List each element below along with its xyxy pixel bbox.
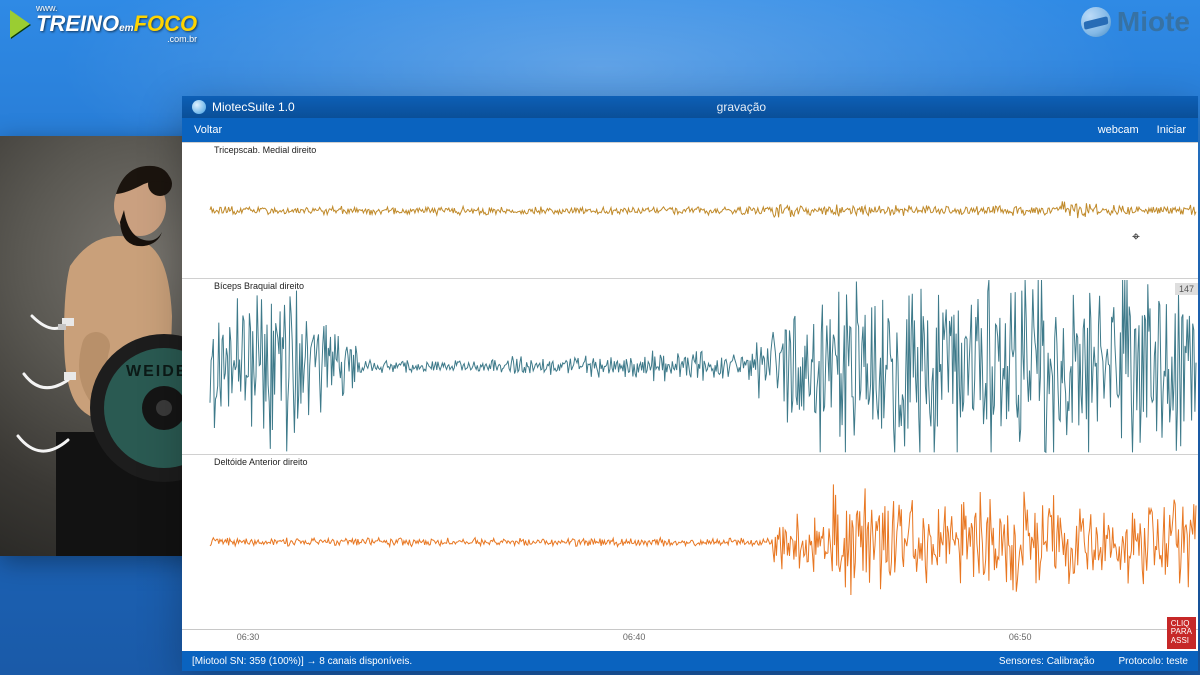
channel-label: Bíceps Braquial direito xyxy=(212,281,306,291)
waveform-icon xyxy=(182,279,1198,453)
red-watermark: CLIQ PARA ASSI xyxy=(1167,617,1196,649)
app-title: MiotecSuite 1.0 xyxy=(212,100,295,114)
status-bar: [Miotool SN: 359 (100%)] → 8 canais disp… xyxy=(182,651,1198,671)
signal-panel: Tricepscab. Medial direito xyxy=(182,142,1198,278)
logo-domain: .com.br xyxy=(36,37,197,42)
time-axis: 06:30 06:40 06:50 xyxy=(182,629,1198,651)
time-tick: 06:30 xyxy=(237,632,260,642)
status-device: [Miotool SN: 359 (100%)] → 8 canais disp… xyxy=(192,656,412,667)
brand-logo-left: www. TREINOemFOCO .com.br xyxy=(10,6,197,43)
app-subtitle: gravação xyxy=(717,100,766,114)
chevron-icon xyxy=(10,10,30,38)
signal-panel: Bíceps Braquial direito 147 xyxy=(182,278,1198,453)
logo-brand-b: FOCO xyxy=(134,11,198,36)
channel-label: Tricepscab. Medial direito xyxy=(212,145,318,155)
signal-panel: Deltóide Anterior direito xyxy=(182,454,1198,629)
logo-right-text: Miote xyxy=(1117,6,1190,38)
toolbar: Voltar webcam Iniciar xyxy=(182,118,1198,142)
titlebar[interactable]: MiotecSuite 1.0 gravação xyxy=(182,96,1198,118)
red-watermark-text: CLIQ PARA ASSI xyxy=(1171,619,1192,646)
logo-brand-a: TREINO xyxy=(36,11,119,36)
channel-label: Deltóide Anterior direito xyxy=(212,457,310,467)
globe-icon xyxy=(1081,7,1111,37)
webcam-button[interactable]: webcam xyxy=(1098,124,1139,136)
status-protocol: Protocolo: teste xyxy=(1119,656,1188,667)
status-sensors: Sensores: Calibração xyxy=(999,656,1095,667)
start-button[interactable]: Iniciar xyxy=(1157,124,1186,136)
back-button[interactable]: Voltar xyxy=(194,124,222,136)
time-tick: 06:50 xyxy=(1009,632,1032,642)
channel-badge: 147 xyxy=(1175,283,1198,295)
time-tick: 06:40 xyxy=(623,632,646,642)
waveform-icon xyxy=(182,143,1198,278)
app-window: MiotecSuite 1.0 gravação Voltar webcam I… xyxy=(182,96,1198,671)
cursor-icon: ⌖ xyxy=(1132,228,1140,245)
signal-plots: ⌖ Tricepscab. Medial direito Bíceps Braqu… xyxy=(182,142,1198,629)
brand-logo-right: Miote xyxy=(1081,6,1190,38)
waveform-icon xyxy=(182,455,1198,629)
logo-mid: em xyxy=(119,23,133,34)
app-icon xyxy=(192,100,206,114)
